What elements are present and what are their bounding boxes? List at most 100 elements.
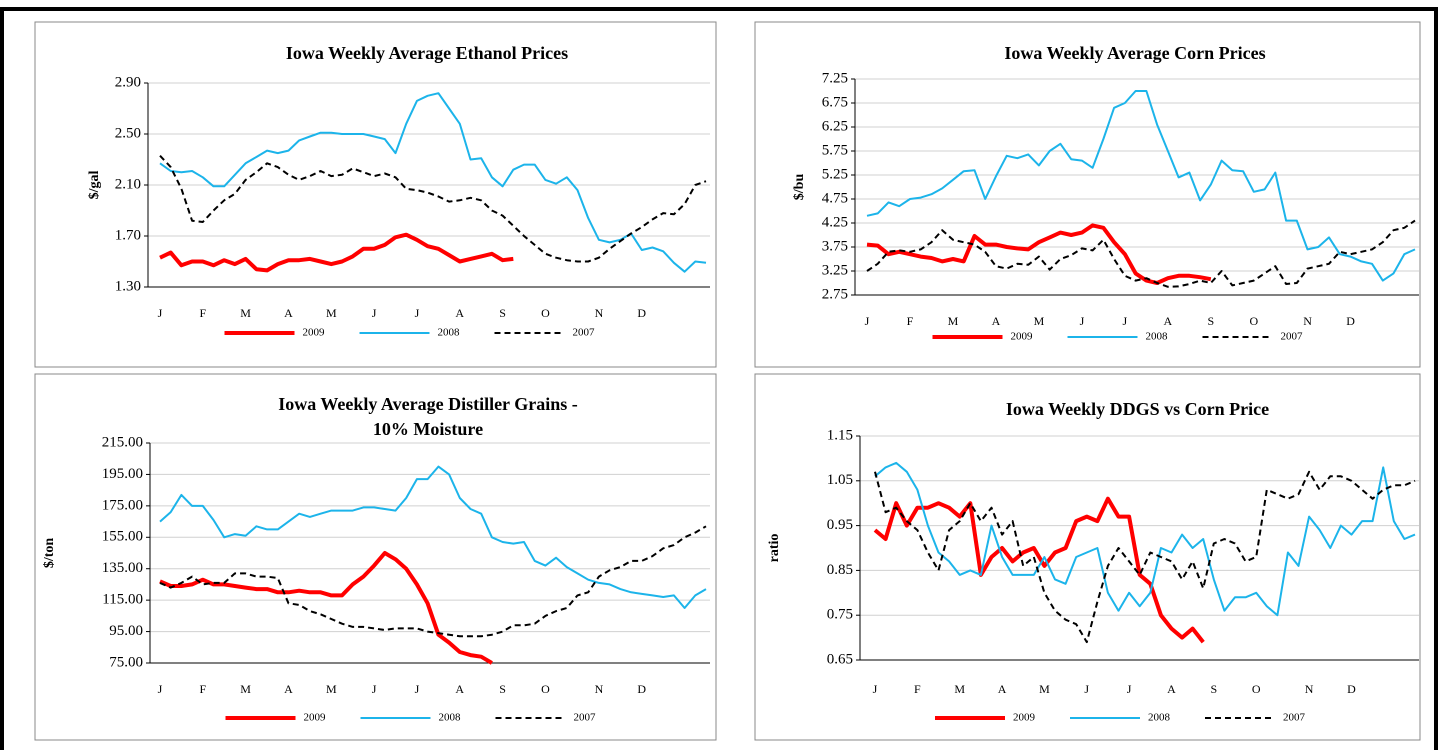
- x-tick-label: F: [199, 306, 206, 320]
- y-tick-label: 5.75: [822, 142, 848, 158]
- y-tick-label: 135.00: [102, 560, 143, 576]
- x-tick-label: N: [595, 306, 604, 320]
- y-axis-label: $/gal: [87, 171, 102, 200]
- x-tick-label: D: [1347, 682, 1356, 696]
- y-axis-label: $/ton: [42, 538, 57, 569]
- y-tick-label: 155.00: [102, 529, 143, 545]
- x-tick-label: A: [1167, 682, 1176, 696]
- page-frame: [0, 7, 1438, 750]
- chart-title: Iowa Weekly Average Distiller Grains -: [278, 394, 577, 414]
- series-line: [866, 90, 1416, 282]
- series-line: [874, 470, 1416, 644]
- y-tick-label: 75.00: [109, 654, 143, 670]
- y-tick-label: 215.00: [102, 434, 143, 450]
- x-tick-label: F: [914, 682, 921, 696]
- legend-label: 2008: [1146, 331, 1169, 343]
- series-line: [159, 155, 707, 263]
- x-tick-label: J: [865, 314, 870, 328]
- x-tick-label: J: [1123, 314, 1128, 328]
- series-line: [866, 219, 1416, 288]
- y-tick-label: 2.90: [115, 74, 141, 90]
- legend-label: 2007: [573, 327, 596, 339]
- chart-frame: [754, 373, 1421, 741]
- x-tick-label: M: [1034, 314, 1045, 328]
- y-tick-label: 0.65: [827, 651, 853, 667]
- x-tick-label: M: [240, 682, 251, 696]
- chart-title: 10% Moisture: [373, 419, 483, 439]
- y-tick-label: 4.25: [822, 214, 848, 230]
- x-tick-label: N: [595, 682, 604, 696]
- chart-title: Iowa Weekly Average Corn Prices: [1004, 43, 1265, 63]
- x-tick-label: F: [907, 314, 914, 328]
- x-tick-label: O: [1252, 682, 1261, 696]
- x-tick-label: A: [455, 306, 464, 320]
- y-tick-label: 195.00: [102, 466, 143, 482]
- y-tick-label: 3.25: [822, 262, 848, 278]
- y-tick-label: 2.10: [115, 176, 141, 192]
- series-line: [159, 525, 707, 638]
- y-axis-label: ratio: [767, 534, 782, 563]
- legend-label: 2008: [439, 712, 462, 724]
- chart-title: Iowa Weekly Average Ethanol Prices: [286, 43, 568, 63]
- y-tick-label: 95.00: [109, 623, 143, 639]
- y-axis-label: $/bu: [792, 174, 807, 201]
- x-tick-label: O: [1249, 314, 1258, 328]
- y-tick-label: 2.75: [822, 286, 848, 302]
- series-line: [159, 92, 707, 273]
- x-tick-label: N: [1305, 682, 1314, 696]
- x-tick-label: S: [1207, 314, 1214, 328]
- x-tick-label: F: [199, 682, 206, 696]
- y-tick-label: 1.70: [115, 227, 141, 243]
- x-tick-label: J: [1127, 682, 1132, 696]
- legend-label: 2007: [1281, 331, 1304, 343]
- y-tick-label: 0.95: [827, 517, 853, 533]
- x-tick-label: J: [415, 306, 420, 320]
- x-tick-label: S: [499, 682, 506, 696]
- y-tick-label: 0.85: [827, 562, 853, 578]
- y-tick-label: 4.75: [822, 190, 848, 206]
- series-line: [159, 465, 707, 609]
- x-tick-label: A: [284, 682, 293, 696]
- chart-frame: [34, 373, 717, 741]
- y-tick-label: 6.25: [822, 118, 848, 134]
- y-tick-label: 3.75: [822, 238, 848, 254]
- x-tick-label: M: [326, 306, 337, 320]
- x-tick-label: O: [541, 682, 550, 696]
- x-tick-label: A: [284, 306, 293, 320]
- x-tick-label: A: [455, 682, 464, 696]
- legend-label: 2007: [1283, 712, 1306, 724]
- x-tick-label: J: [873, 682, 878, 696]
- x-tick-label: J: [1080, 314, 1085, 328]
- x-tick-label: M: [954, 682, 965, 696]
- x-tick-label: M: [1039, 682, 1050, 696]
- x-tick-label: J: [1084, 682, 1089, 696]
- legend-label: 2009: [1011, 331, 1034, 343]
- y-tick-label: 0.75: [827, 607, 853, 623]
- legend-label: 2008: [438, 327, 461, 339]
- series-line: [874, 461, 1416, 617]
- y-tick-label: 115.00: [102, 592, 143, 608]
- y-tick-label: 1.30: [115, 278, 141, 294]
- series-line: [873, 496, 1205, 644]
- x-tick-label: A: [1164, 314, 1173, 328]
- y-tick-label: 175.00: [102, 497, 143, 513]
- x-tick-label: A: [998, 682, 1007, 696]
- y-tick-label: 1.15: [827, 427, 853, 443]
- y-tick-label: 7.25: [822, 70, 848, 86]
- x-tick-label: D: [637, 306, 646, 320]
- x-tick-label: D: [637, 682, 646, 696]
- x-tick-label: A: [992, 314, 1001, 328]
- y-tick-label: 1.05: [827, 472, 853, 488]
- y-tick-label: 6.75: [822, 94, 848, 110]
- legend-label: 2009: [1013, 712, 1036, 724]
- x-tick-label: M: [326, 682, 337, 696]
- x-tick-label: M: [948, 314, 959, 328]
- x-tick-label: N: [1303, 314, 1312, 328]
- x-tick-label: M: [240, 306, 251, 320]
- legend-label: 2008: [1148, 712, 1171, 724]
- legend-label: 2009: [303, 327, 326, 339]
- legend-label: 2007: [574, 712, 597, 724]
- x-tick-label: D: [1346, 314, 1355, 328]
- x-tick-label: J: [415, 682, 420, 696]
